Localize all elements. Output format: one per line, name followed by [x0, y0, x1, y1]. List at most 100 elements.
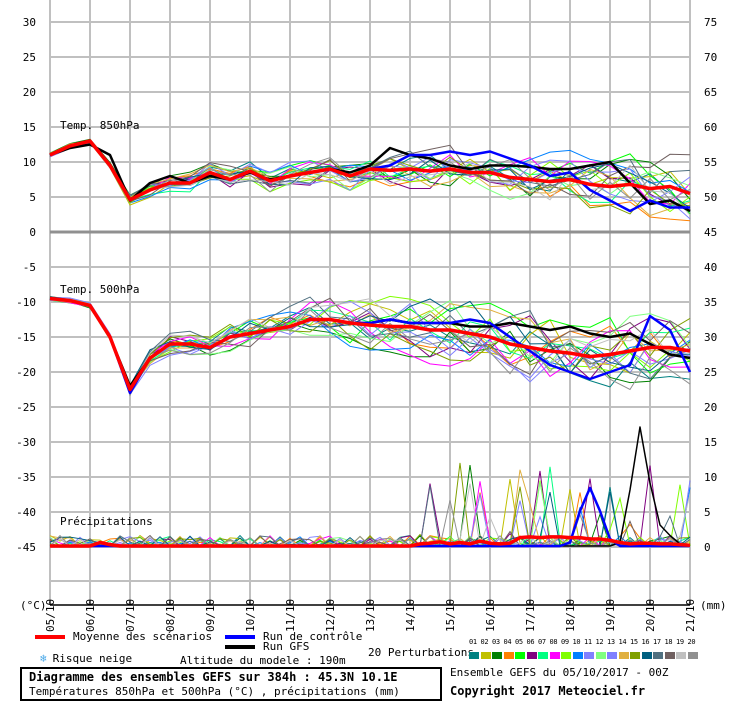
perturbation-swatch	[480, 652, 491, 659]
x-tick-label: 18/10	[564, 599, 577, 632]
perturbation-id: 09	[561, 638, 569, 646]
perturbation-swatch	[595, 652, 606, 659]
perturbation-swatch	[538, 652, 548, 659]
right-tick-label: 15	[704, 436, 717, 449]
legend-mean-label: Moyenne des scénarios	[73, 630, 213, 643]
chart-title: Diagramme des ensembles GEFS sur 384h : …	[29, 670, 398, 684]
x-tick-label: 16/10	[484, 599, 497, 632]
x-tick-label: 17/10	[524, 599, 537, 632]
perturbation-swatch	[664, 652, 675, 659]
x-tick-label: 19/10	[604, 599, 617, 632]
perturbations-label: 20 Perturbations	[368, 646, 474, 659]
right-tick-label: 55	[704, 156, 717, 169]
right-tick-label: 65	[704, 86, 717, 99]
perturbation-id: 03	[492, 638, 500, 646]
left-tick-label: 5	[29, 191, 36, 204]
perturbation-id: 12	[595, 638, 604, 646]
perturbation-id: 13	[607, 638, 615, 646]
right-tick-label: 5	[704, 506, 711, 519]
perturbation-swatch	[676, 652, 686, 659]
mean-line-850	[49, 139, 691, 202]
perturbation-id: 16	[641, 638, 650, 646]
left-tick-label: -15	[16, 331, 36, 344]
gfs-line-850	[49, 143, 691, 213]
perturbation-id: 05	[515, 638, 523, 646]
panel-label-precip: Précipitations	[60, 515, 153, 528]
perturbation-swatches	[469, 649, 699, 662]
legend-mean-swatch	[35, 635, 65, 639]
perturbation-id: 02	[480, 638, 489, 646]
right-tick-label: 40	[704, 261, 717, 274]
legend-control-swatch	[225, 635, 255, 639]
legend-gfs-swatch	[225, 645, 255, 649]
perturbation-swatch	[561, 652, 571, 659]
left-tick-label: -20	[16, 366, 36, 379]
x-tick-label: 09/10	[204, 599, 217, 632]
panel-label-500: Temp. 500hPa	[60, 283, 139, 296]
perturbation-swatch	[469, 652, 479, 659]
legend-mean: Moyenne des scénarios	[35, 630, 212, 643]
perturbation-id: 01	[469, 638, 477, 646]
left-tick-label: 15	[23, 121, 36, 134]
perturbation-id: 08	[549, 638, 558, 646]
right-tick-label: 20	[704, 401, 717, 414]
right-tick-label: 30	[704, 331, 717, 344]
x-tick-label: 20/10	[644, 599, 657, 632]
right-tick-label: 70	[704, 51, 717, 64]
legend-control: Run de contrôle	[225, 630, 362, 643]
right-tick-label: 45	[704, 226, 717, 239]
perturbation-swatch	[492, 652, 502, 659]
perturbation-swatch	[641, 652, 652, 659]
right-tick-label: 10	[704, 471, 717, 484]
x-tick-label: 06/10	[84, 599, 97, 632]
perturbation-id: 10	[572, 638, 581, 646]
left-tick-label: 10	[23, 156, 36, 169]
right-tick-label: 25	[704, 366, 717, 379]
x-tick-label: 10/10	[244, 599, 257, 632]
snowflake-icon: ❄	[40, 652, 47, 665]
legend-gfs: Run GFS	[225, 640, 309, 653]
run-info: Ensemble GEFS du 05/10/2017 - 00Z	[450, 666, 669, 679]
perturbation-id: 11	[584, 638, 592, 646]
left-axis-label: (°C)	[20, 599, 47, 612]
left-tick-label: -5	[23, 261, 36, 274]
perturbation-8-t500	[49, 299, 691, 395]
perturbation-swatch	[572, 652, 583, 659]
legend-control-label: Run de contrôle	[263, 630, 363, 643]
title-box: Diagramme des ensembles GEFS sur 384h : …	[20, 667, 442, 701]
x-tick-label: 13/10	[364, 599, 377, 632]
x-tick-label: 15/10	[444, 599, 457, 632]
legend-snow: ❄ Risque neige	[40, 652, 132, 665]
perturbation-swatch	[515, 652, 525, 659]
perturbation-id: 06	[526, 638, 535, 646]
legend-snow-label: Risque neige	[52, 652, 133, 665]
perturbation-swatch	[584, 652, 594, 659]
x-tick-label: 12/10	[324, 599, 337, 632]
perturbation-id: 15	[630, 638, 638, 646]
perturbation-14-t850	[49, 140, 691, 217]
perturbation-ids: 01 02 03 04 05 06 07 08 09 10 11 12 13 14 15 16 17 18 19 20	[469, 638, 699, 646]
left-tick-label: -40	[16, 506, 36, 519]
left-tick-label: -30	[16, 436, 36, 449]
left-tick-label: 0	[29, 226, 36, 239]
copyright: Copyright 2017 Meteociel.fr	[450, 684, 646, 698]
perturbation-id: 14	[618, 638, 627, 646]
left-tick-label: -35	[16, 471, 36, 484]
x-tick-label: 08/10	[164, 599, 177, 632]
right-tick-label: 0	[704, 541, 711, 554]
perturbation-swatch	[526, 652, 537, 659]
right-axis-label: (mm)	[700, 599, 727, 612]
perturbation-id: 18	[664, 638, 673, 646]
perturbation-id: 20	[687, 638, 696, 646]
altitude-label: Altitude du modele : 190m	[180, 654, 346, 667]
left-tick-label: -10	[16, 296, 36, 309]
perturbation-id: 19	[676, 638, 684, 646]
x-tick-label: 05/10	[44, 599, 57, 632]
left-tick-label: 25	[23, 51, 36, 64]
left-tick-label: 20	[23, 86, 36, 99]
chart-subtitle: Températures 850hPa et 500hPa (°C) , pré…	[29, 685, 400, 698]
perturbation-swatch	[607, 652, 617, 659]
right-tick-label: 35	[704, 296, 717, 309]
x-tick-label: 07/10	[124, 599, 137, 632]
